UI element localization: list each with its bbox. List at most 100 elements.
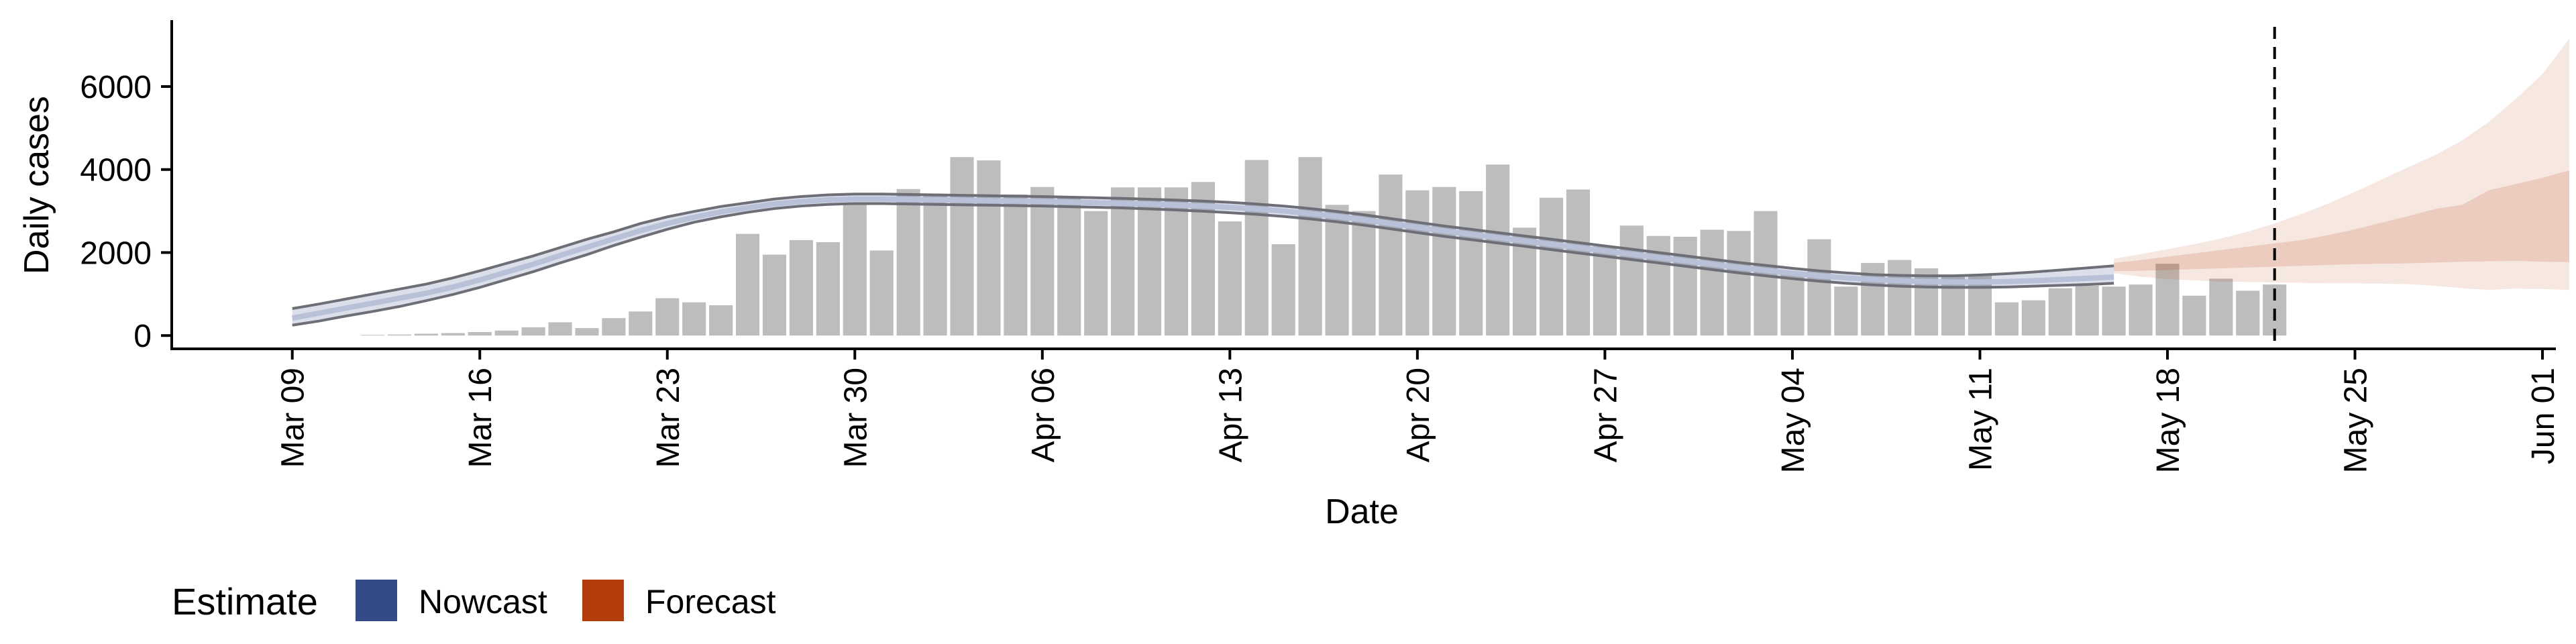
case-bar (1432, 186, 1456, 336)
case-bar (1218, 221, 1242, 336)
case-bar (1137, 187, 1162, 336)
case-bar (869, 250, 894, 336)
x-tick-label: May 04 (1776, 368, 1811, 473)
case-bar (2209, 278, 2233, 336)
case-bar (655, 298, 680, 336)
case-bar (2102, 286, 2126, 336)
axes (170, 20, 2556, 350)
case-bar (1539, 197, 1564, 336)
case-bar (468, 331, 492, 336)
case-bar (1030, 186, 1055, 336)
case-bar (494, 330, 519, 336)
bars-layer (360, 157, 2287, 336)
case-bar (1057, 196, 1081, 336)
case-bar (1888, 260, 1912, 336)
x-tick-label: Mar 16 (463, 368, 498, 468)
x-tick-label: Apr 20 (1401, 368, 1436, 462)
forecast-outer-band (2114, 38, 2569, 290)
forecast-layer (2114, 38, 2569, 290)
case-bar (2155, 264, 2180, 336)
case-bar (1673, 236, 1697, 336)
y-ticks: 0 2000 4000 6000 (80, 70, 172, 354)
case-bar (1780, 272, 1805, 336)
case-bar (2075, 285, 2099, 336)
x-axis-title: Date (1325, 492, 1399, 531)
case-bar (1352, 211, 1376, 336)
x-tick-label: Apr 13 (1213, 368, 1248, 462)
case-bar (629, 311, 653, 336)
case-bar (923, 194, 947, 336)
case-bar (1727, 231, 1751, 336)
case-bar (2021, 300, 2045, 336)
forecast-inner-band (2114, 170, 2569, 272)
x-tick-label: Apr 06 (1026, 368, 1061, 462)
case-bar (1593, 246, 1617, 336)
case-bar (1566, 189, 1591, 336)
case-bar (1700, 229, 1724, 336)
case-bar (977, 160, 1001, 336)
x-tick-label: May 25 (2339, 368, 2374, 473)
legend-title: Estimate (172, 580, 318, 623)
case-bar (414, 333, 438, 336)
case-bar (1405, 190, 1430, 336)
case-bar (2182, 295, 2206, 336)
case-bar (548, 322, 572, 336)
case-bar (1111, 187, 1135, 336)
case-bar (1459, 191, 1483, 336)
case-bar (1619, 225, 1644, 336)
x-tick-label: May 18 (2151, 368, 2186, 473)
legend: Estimate Nowcast Forecast (172, 580, 776, 623)
case-bar (1941, 275, 1966, 336)
case-bar (2129, 284, 2153, 336)
case-bar (1004, 194, 1028, 336)
y-axis-title: Daily cases (17, 96, 56, 274)
case-bar (1994, 302, 2019, 336)
case-bar (1244, 160, 1269, 336)
x-tick-label: May 11 (1963, 368, 1998, 471)
case-bar (1298, 157, 1322, 336)
nowcast-lower-line (292, 202, 2114, 327)
case-bar (950, 157, 974, 336)
nowcast-layer (291, 193, 2114, 327)
case-bar (2048, 288, 2072, 336)
case-bar (735, 233, 760, 336)
legend-swatch-nowcast (356, 580, 397, 621)
case-bar (1164, 187, 1189, 336)
case-bar (602, 318, 626, 336)
nowcast-median-line (291, 196, 2114, 321)
x-tick-label: Mar 09 (276, 368, 311, 468)
case-bar (575, 328, 599, 336)
case-bar (441, 333, 465, 336)
case-bar (1486, 164, 1510, 336)
case-bar (521, 327, 545, 336)
case-bar (1379, 174, 1403, 336)
x-tick-label: Jun 01 (2526, 368, 2561, 464)
case-bar (1325, 205, 1349, 336)
legend-swatch-forecast (582, 580, 624, 621)
case-bar (1084, 211, 1108, 336)
case-bar (762, 254, 787, 336)
y-tick-label: 2000 (80, 235, 152, 271)
case-bar (2236, 290, 2260, 336)
nowcast-upper-line (292, 193, 2114, 310)
legend-label-forecast: Forecast (645, 583, 776, 621)
x-ticks: Mar 09 Mar 16 Mar 23 Mar 30 Apr 06 Apr 13 Apr … (276, 349, 2561, 473)
x-tick-label: Mar 30 (838, 368, 873, 468)
x-tick-label: Mar 23 (651, 368, 686, 468)
case-bar (816, 241, 840, 336)
case-bar (682, 302, 706, 336)
case-bar (896, 189, 920, 336)
case-bar (1807, 239, 1831, 336)
x-tick-label: Apr 27 (1588, 368, 1623, 462)
case-bar (789, 239, 813, 336)
y-tick-label: 0 (133, 319, 152, 354)
case-bar (1834, 286, 1858, 336)
case-bar (1271, 244, 1295, 336)
legend-label-nowcast: Nowcast (419, 583, 547, 621)
y-tick-label: 4000 (80, 153, 152, 189)
case-bar (709, 305, 733, 336)
case-bar (387, 334, 411, 336)
y-tick-label: 6000 (80, 70, 152, 105)
case-bar (843, 203, 867, 336)
